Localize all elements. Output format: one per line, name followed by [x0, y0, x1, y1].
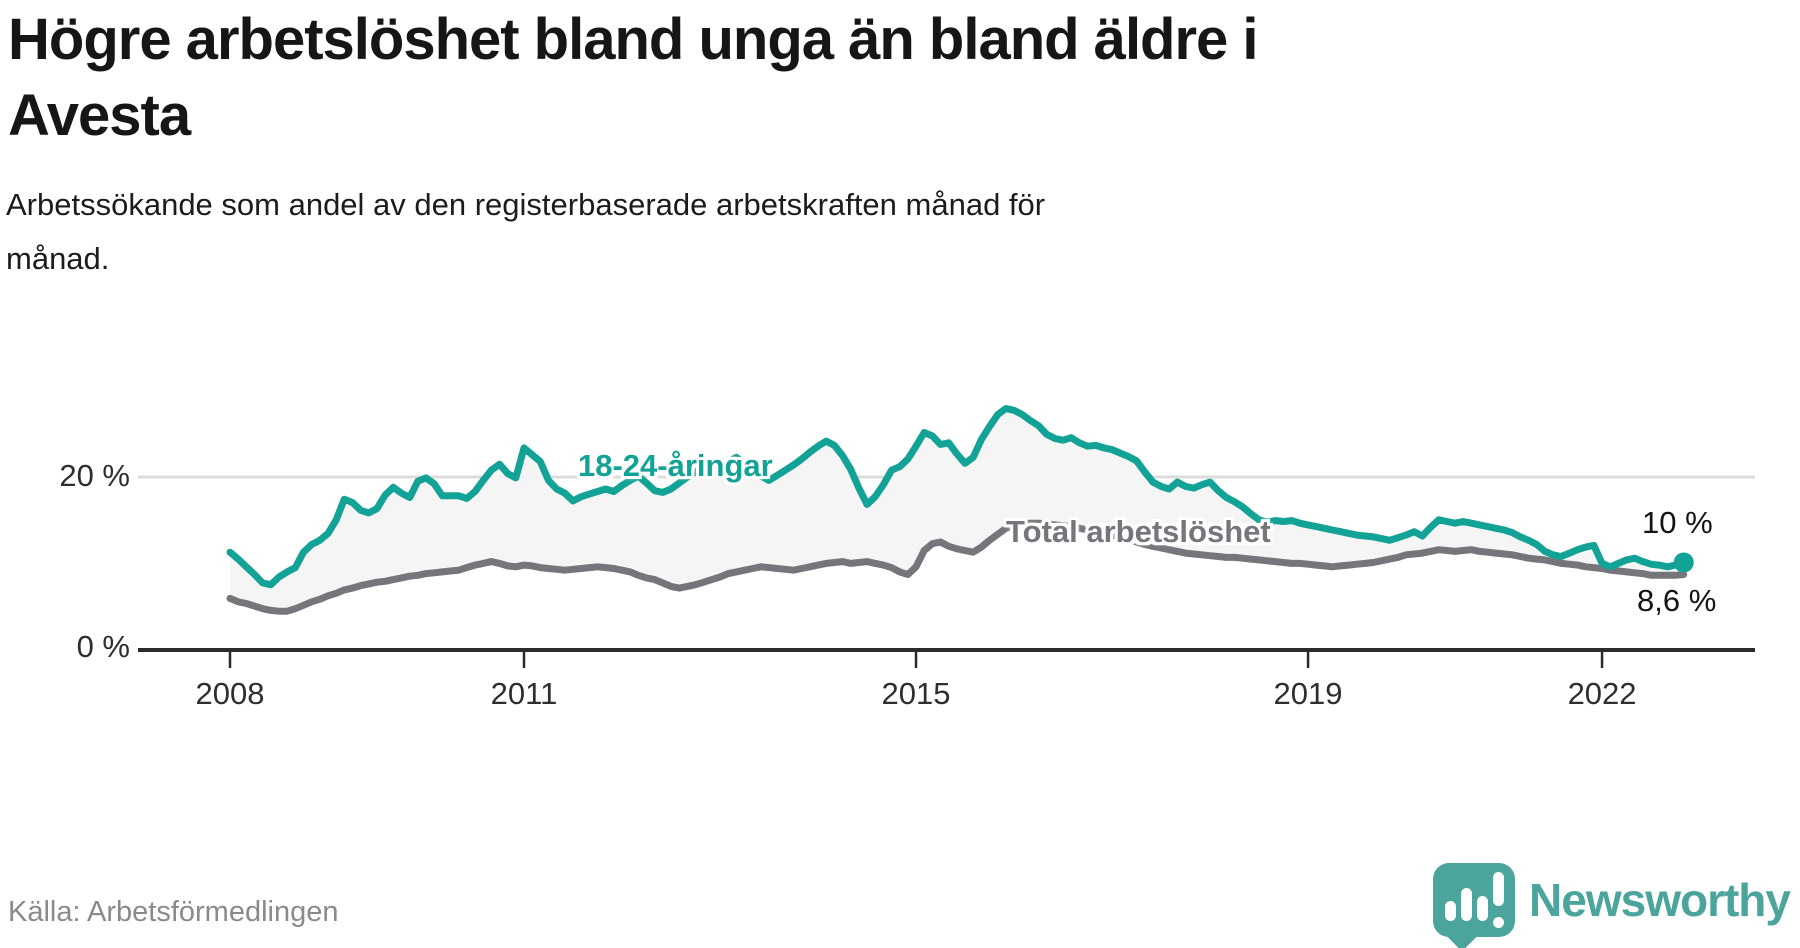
x-axis-label-2008: 2008	[195, 676, 265, 711]
logo-exclamation-bar	[1493, 872, 1505, 906]
logo-exclamation-dot	[1493, 917, 1505, 928]
source-attribution: Källa: Arbetsförmedlingen	[8, 896, 339, 928]
chart-subtitle-line-1: Arbetssökande som andel av den registerb…	[6, 187, 1046, 222]
logo-bar-1	[1445, 901, 1457, 921]
x-axis-label-2019: 2019	[1273, 676, 1343, 711]
y-axis-label-0: 0 %	[76, 629, 130, 664]
x-axis-tick-marks	[228, 652, 1604, 668]
page-title: Högre arbetslöshet bland unga än bland ä…	[8, 2, 1259, 154]
chart-subtitle: Arbetssökande som andel av den registerb…	[6, 178, 1045, 286]
page-title-line-1: Högre arbetslöshet bland unga än bland ä…	[8, 7, 1259, 72]
chart-subtitle-line-2: månad.	[6, 241, 110, 276]
newsworthy-logo-text: Newsworthy	[1529, 874, 1791, 926]
x-axis-label-2011: 2011	[490, 676, 558, 711]
total-end-value-label: 8,6 %	[1637, 583, 1717, 618]
x-axis-label-2015: 2015	[881, 676, 951, 711]
youth-series-label: 18-24-åringar	[578, 448, 773, 483]
newsworthy-logo-icon	[1433, 863, 1516, 948]
youth-end-value-label: 10 %	[1642, 505, 1713, 540]
page-title-line-2: Avesta	[8, 83, 191, 148]
y-axis-label-20: 20 %	[59, 458, 130, 493]
youth-series-end-dot	[1673, 552, 1694, 573]
total-series-label: Total arbetslöshet	[1006, 514, 1271, 549]
newsworthy-logo: Newsworthy	[1433, 852, 1791, 948]
youth-unemployment-line	[226, 405, 1688, 589]
area-between-series	[230, 408, 1684, 612]
logo-bar-3	[1477, 896, 1489, 921]
total-unemployment-line	[226, 519, 1688, 615]
x-axis-label-2022: 2022	[1567, 676, 1637, 711]
logo-bar-2	[1461, 888, 1473, 921]
